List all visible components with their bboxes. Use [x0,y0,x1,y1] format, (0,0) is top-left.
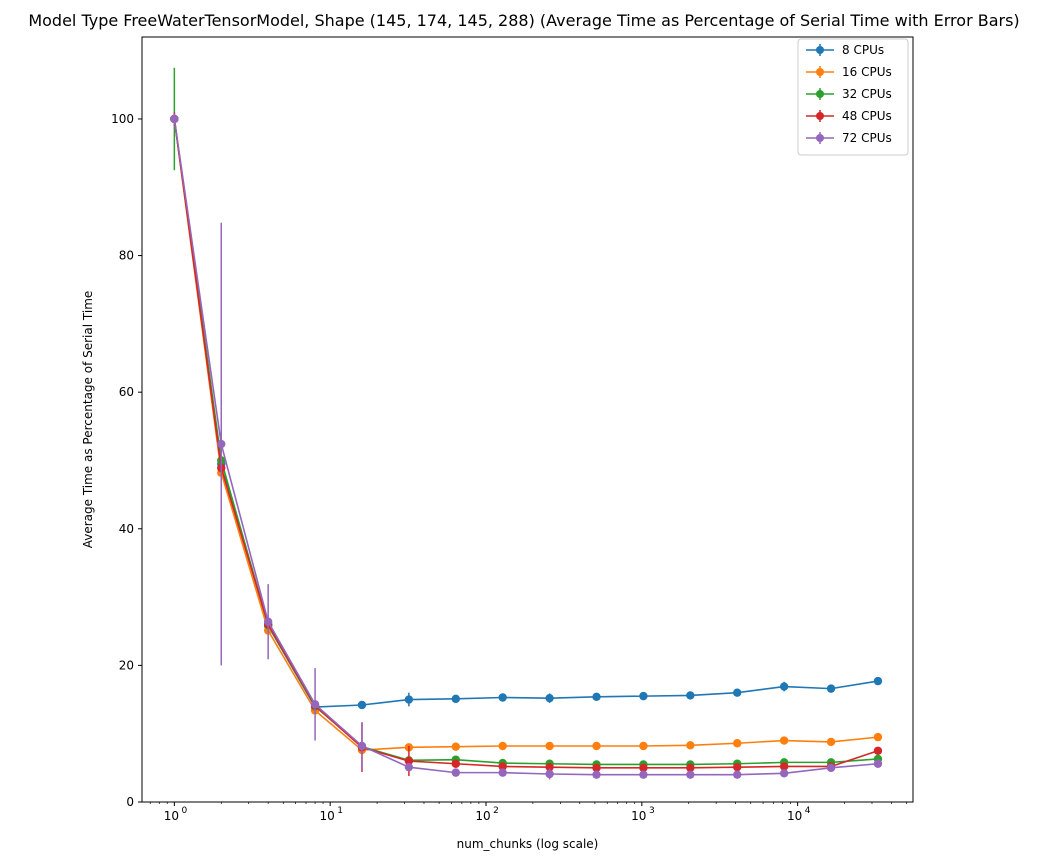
x-tick-exponent: 4 [805,806,811,816]
series-line [173,118,879,751]
data-point [545,741,554,751]
series-2 [170,114,883,755]
legend-marker [816,46,824,54]
x-tick-label: 10 [164,809,179,823]
data-point [733,739,742,748]
series-5 [170,113,883,780]
data-point [639,741,648,751]
y-axis-ticks: 0 20 40 60 80 100 [111,112,142,809]
legend-box [797,38,909,156]
legend-item: 72 CPUs [806,131,892,145]
data-point [170,114,179,124]
data-point [498,768,507,777]
x-tick-exponent: 3 [649,806,655,816]
data-point [733,770,742,779]
data-point [686,691,695,700]
x-tick-exponent: 0 [181,806,187,816]
legend-marker [816,90,824,98]
data-point [357,741,367,751]
data-point [498,741,507,751]
y-tick-label: 20 [119,658,134,672]
data-point [639,770,648,779]
legend-item: 16 CPUs [806,65,892,79]
data-point [873,746,883,755]
legend-item: 48 CPUs [806,109,892,123]
plot-frame [141,36,914,803]
data-point [263,617,273,626]
data-point [404,756,414,766]
data-point [404,695,414,704]
x-tick-label: 10 [787,809,802,823]
data-point [451,742,460,751]
data-point [873,759,883,768]
series-points [170,114,883,779]
series-points [170,114,883,755]
data-point [686,763,695,773]
data-point [686,770,695,779]
data-point [779,736,789,745]
data-point [686,741,695,750]
legend-item: 32 CPUs [806,87,892,101]
x-tick-exponent: 2 [493,806,499,816]
data-point [498,693,507,702]
legend-label: 8 CPUs [842,43,884,57]
x-tick-label: 10 [631,809,646,823]
legend-marker [816,68,824,76]
x-tick-label: 10 [475,809,490,823]
data-point [592,692,601,702]
y-tick-label: 60 [119,385,134,399]
legend-marker [816,112,824,120]
series-line [173,118,879,769]
legend-label: 16 CPUs [842,65,892,79]
data-point [545,693,554,703]
chart-title: Model Type FreeWaterTensorModel, Shape (… [28,11,1019,30]
data-point [779,769,789,778]
y-tick-label: 40 [119,522,134,536]
data-point [826,737,836,747]
series-line [173,118,879,776]
data-point [639,763,648,773]
data-point [451,759,460,768]
data-point [779,762,789,771]
data-point [733,762,742,772]
data-point [733,688,742,697]
data-point [451,694,460,704]
data-point [873,732,883,742]
data-point [357,700,367,710]
x-axis-ticks: 10 0 10 1 10 2 10 3 10 4 [149,802,907,823]
legend-item: 8 CPUs [806,43,884,57]
x-axis-label: num_chunks (log scale) [457,837,599,851]
plot-marks [170,67,883,780]
x-tick-exponent: 1 [337,806,343,816]
data-point [779,682,789,691]
y-tick-label: 0 [126,795,134,809]
data-point [592,763,601,773]
data-point [404,762,414,772]
data-point [451,768,460,777]
data-point [826,763,836,773]
data-point [639,691,648,701]
y-axis-label: Average Time as Percentage of Serial Tim… [81,291,95,549]
x-tick-label: 10 [320,809,335,823]
y-tick-label: 80 [119,249,134,263]
data-point [498,762,507,771]
data-point [217,439,226,449]
data-point [592,770,601,779]
data-point [545,762,554,772]
legend-label: 72 CPUs [842,131,892,145]
legend-label: 32 CPUs [842,87,892,101]
legend: 8 CPUs 16 CPUs 32 CPUs 48 CPUs 72 CPUs [797,38,909,156]
y-tick-label: 100 [111,112,134,126]
legend-marker [816,134,824,142]
data-point [826,684,836,693]
data-point [310,700,320,709]
data-point [873,676,883,686]
data-point [592,741,601,751]
data-point [545,769,554,779]
legend-label: 48 CPUs [842,109,892,123]
